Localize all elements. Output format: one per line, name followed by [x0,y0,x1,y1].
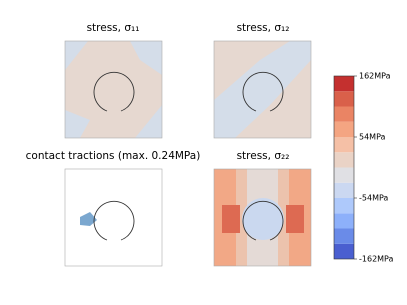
panel-field [65,41,162,138]
panel-field [214,41,311,138]
colorbar-tick-label: 162MPa [359,72,391,81]
colorbar-band [334,137,354,153]
colorbar-band [334,152,354,168]
colorbar-band [334,106,354,122]
panel-frame [64,168,163,267]
hole-outline [242,200,284,241]
colorbar: 162MPa 54MPa -54MPa -162MPa [333,72,394,264]
panel-title: stress, σ₁₂ [237,22,290,34]
colorbar-tick-label: -54MPa [359,194,388,203]
panel-frame [213,168,312,267]
hole-fill [242,198,284,240]
colorbar-tick-label: -162MPa [359,255,394,264]
colorbar-band [334,182,354,198]
panel-title: contact tractions (max. 0.24MPa) [26,150,201,162]
traction-region [80,212,97,226]
panel-title: stress, σ₂₂ [237,150,290,162]
colorbar-band [334,228,354,244]
hole-outline [93,71,135,112]
panel-frame [213,40,312,139]
colorbar-band [334,121,354,137]
colorbar-band [334,243,354,259]
panel-title: stress, σ₁₁ [87,22,140,34]
colorbar-tick-label: 54MPa [359,133,386,142]
colorbar-band [334,76,354,92]
hole-outline [242,71,284,112]
colorbar-band [334,198,354,214]
panel-frame [64,40,163,139]
colorbar-band [334,91,354,107]
hole-outline [93,200,135,241]
colorbar-frame [333,75,355,260]
colorbar-band [334,213,354,229]
colorbar-band [334,167,354,183]
